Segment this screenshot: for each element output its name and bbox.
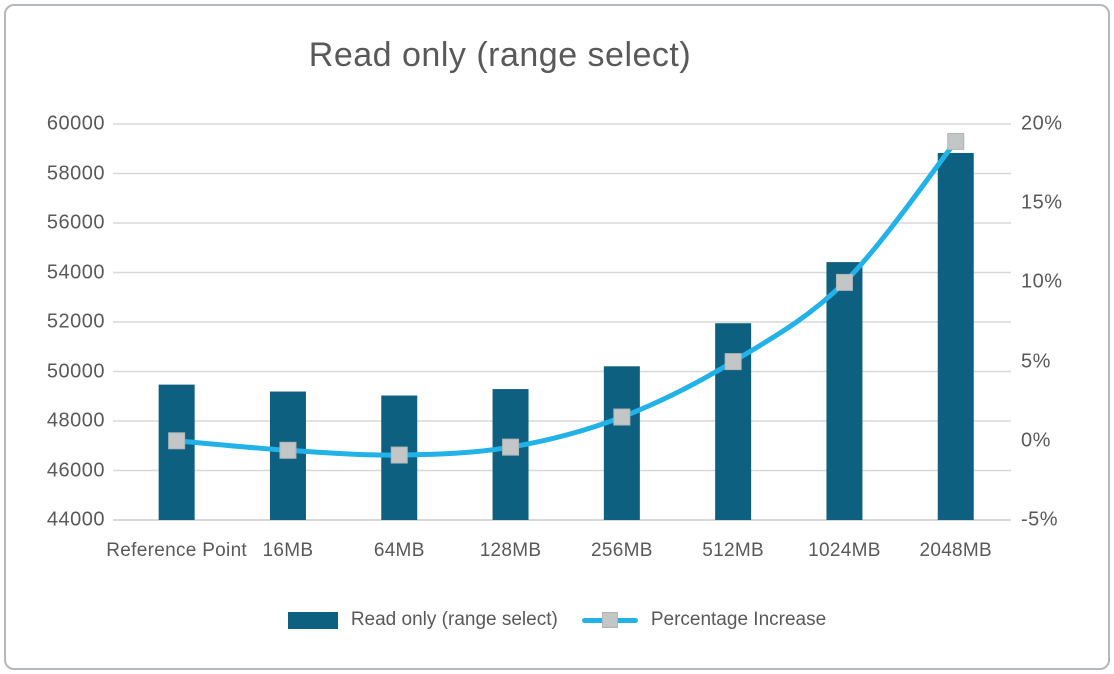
bar-series-swatch	[287, 611, 338, 629]
legend-item-percentage-increase: Percentage Increase	[581, 609, 827, 631]
legend: Read only (range select) Percentage Incr…	[0, 604, 1114, 636]
category-label-1024mb: 1024MB	[808, 540, 881, 561]
left-axis-tick: 58000	[46, 162, 105, 184]
chart-title: Read only (range select)	[308, 36, 692, 74]
legend-item-read-only: Read only (range select)	[287, 609, 558, 631]
left-axis-tick: 50000	[46, 360, 105, 382]
bar-1024mb	[826, 262, 863, 520]
right-axis-tick: -5%	[1021, 508, 1059, 531]
category-label-reference-point: Reference Point	[106, 540, 248, 561]
line-marker-icon	[613, 408, 631, 426]
line-marker-icon	[390, 446, 408, 464]
line-marker-icon	[947, 132, 965, 150]
legend-label-read-only: Read only (range select)	[350, 609, 558, 630]
left-axis-tick: 56000	[46, 211, 105, 234]
left-axis-tick: 52000	[46, 310, 105, 333]
left-axis-tick: 46000	[46, 459, 105, 481]
right-axis-tick: 5%	[1021, 350, 1051, 373]
category-label-256mb: 256MB	[590, 540, 653, 561]
category-label-2048mb: 2048MB	[919, 540, 993, 561]
bar-2048mb	[937, 152, 974, 520]
right-axis-tick: 20%	[1021, 112, 1063, 135]
bar-reference-point	[158, 384, 195, 520]
line-marker-icon	[724, 353, 742, 371]
bar-256mb	[603, 366, 640, 520]
right-axis-tick: 15%	[1021, 191, 1063, 214]
line-marker-icon	[279, 441, 297, 459]
line-swatch-marker-icon	[601, 612, 618, 628]
left-axis-tick: 44000	[46, 508, 105, 531]
right-axis-tick: 10%	[1021, 270, 1063, 293]
category-label-512mb: 512MB	[702, 540, 764, 561]
right-axis-tick: 0%	[1021, 429, 1051, 452]
line-marker-icon	[168, 432, 186, 450]
left-axis-tick: 60000	[46, 112, 105, 135]
line-marker-icon	[835, 273, 853, 291]
line-marker-icon	[502, 438, 520, 456]
category-label-128mb: 128MB	[479, 540, 542, 561]
category-label-16mb: 16MB	[262, 540, 314, 561]
legend-label-percentage-increase: Percentage Increase	[650, 609, 827, 630]
left-axis-tick: 48000	[46, 409, 105, 432]
left-axis-tick: 54000	[46, 261, 105, 283]
line-series-swatch	[581, 612, 638, 628]
category-label-64mb: 64MB	[373, 540, 425, 561]
